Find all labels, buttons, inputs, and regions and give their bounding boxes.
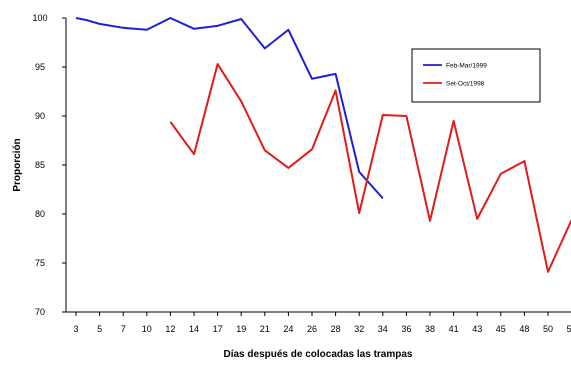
x-tick-label: 41: [449, 324, 459, 334]
x-tick-label: 12: [165, 324, 175, 334]
x-tick-label: 7: [121, 324, 126, 334]
x-tick-label: 32: [354, 324, 364, 334]
y-tick-label: 80: [35, 209, 45, 219]
legend-box: [411, 48, 541, 103]
x-axis-label: Días después de colocadas las trampas: [224, 349, 413, 360]
x-tick-label: 3: [73, 324, 78, 334]
x-tick-label: 45: [496, 324, 506, 334]
x-tick-label: 28: [331, 324, 341, 334]
x-tick-label: 10: [142, 324, 152, 334]
series-layer: [75, 17, 571, 273]
y-tick-label: 75: [35, 258, 45, 268]
x-tick-label: 36: [401, 324, 411, 334]
x-tick-label: 26: [307, 324, 317, 334]
x-tick-label: 52: [567, 324, 571, 334]
x-tick-label: 14: [189, 324, 199, 334]
x-tick-label: 34: [378, 324, 388, 334]
legend-label-set-oct: Set-Oct/1998: [446, 81, 485, 88]
y-axis-ticks: 70 75 80 85 90 95 100: [32, 13, 66, 317]
legend-label-feb-mar: Feb-Mar/1999: [446, 63, 487, 70]
x-tick-label: 48: [519, 324, 529, 334]
x-tick-label: 38: [425, 324, 435, 334]
y-tick-label: 90: [35, 111, 45, 121]
x-tick-label: 50: [543, 324, 553, 334]
x-tick-label: 5: [97, 324, 102, 334]
legend: Feb-Mar/1999 Set-Oct/1998: [411, 48, 541, 103]
y-tick-label: 85: [35, 160, 45, 170]
x-axis-ticks: 3 5 7 10 12 14 17 19 21 24 26 28 32 34 36 38 41 43 45 48 50 5…: [73, 312, 571, 334]
y-tick-label: 70: [35, 307, 45, 317]
x-tick-label: 43: [472, 324, 482, 334]
y-axis-label: Proporción: [12, 138, 23, 191]
x-tick-label: 24: [283, 324, 293, 334]
x-tick-label: 17: [213, 324, 223, 334]
x-tick-label: 21: [260, 324, 270, 334]
series-line-feb-mar: [75, 17, 384, 199]
y-tick-label: 100: [32, 13, 47, 23]
x-tick-label: 19: [236, 324, 246, 334]
series-line-set-oct: [169, 63, 571, 273]
y-tick-label: 95: [35, 62, 45, 72]
